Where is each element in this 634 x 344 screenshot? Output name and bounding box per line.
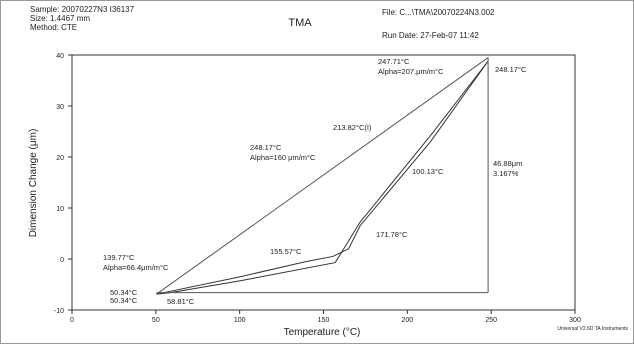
- annotation: 213.82°C(I): [333, 123, 372, 132]
- chart-title: TMA: [288, 17, 312, 29]
- data-line: [156, 60, 489, 295]
- x-tick-label: 250: [485, 317, 497, 324]
- annotation: Alpha=66.4μm/m°C: [103, 263, 169, 272]
- x-tick-label: 200: [401, 317, 413, 324]
- annotation: Alpha=160 μm/m°C: [250, 153, 316, 162]
- y-axis-label: Dimension Change (μm): [28, 129, 39, 238]
- x-tick-label: 0: [70, 317, 74, 324]
- annotation: 139.77°C: [103, 253, 135, 262]
- annotation: 50.34°C: [110, 288, 138, 297]
- x-tick-label: 300: [569, 317, 581, 324]
- annotation: 100.13°C: [412, 167, 444, 176]
- y-tick-label: 20: [56, 155, 64, 162]
- x-axis-label: Temperature (°C): [284, 327, 361, 338]
- annotation: 155.57°C: [270, 247, 302, 256]
- x-tick-label: 100: [234, 317, 246, 324]
- y-tick-label: 40: [56, 53, 64, 60]
- annotation: 46.88μm: [493, 159, 522, 168]
- annotation: 171.78°C: [376, 230, 408, 239]
- header-text: Method: CTE: [30, 23, 77, 32]
- x-tick-label: 50: [152, 317, 160, 324]
- y-tick-label: 0: [60, 257, 64, 264]
- annotation: 58.81°C: [167, 297, 195, 306]
- data-line: [156, 57, 489, 295]
- y-tick-label: 10: [56, 206, 64, 213]
- header-text: File: C...\TMA\20070224N3.002: [382, 8, 495, 17]
- annotation: 248.17°C: [495, 65, 527, 74]
- header-text: Run Date: 27-Feb-07 11:42: [382, 31, 479, 40]
- header-text: Sample: 20070227N3 I36137: [30, 5, 135, 14]
- x-tick-label: 150: [318, 317, 330, 324]
- annotation: Alpha=207.μm/m°C: [378, 67, 444, 76]
- footer: Universal V2.6D TA Instruments: [557, 326, 628, 332]
- annotation: 50.34°C: [110, 296, 138, 305]
- y-tick-label: 30: [56, 104, 64, 111]
- annotation: 248.17°C: [250, 143, 282, 152]
- header-text: Size: 1.4467 mm: [30, 14, 90, 23]
- annotation: 247.71°C: [378, 57, 410, 66]
- annotation: 3.167%: [493, 169, 519, 178]
- y-tick-label: -10: [54, 308, 64, 315]
